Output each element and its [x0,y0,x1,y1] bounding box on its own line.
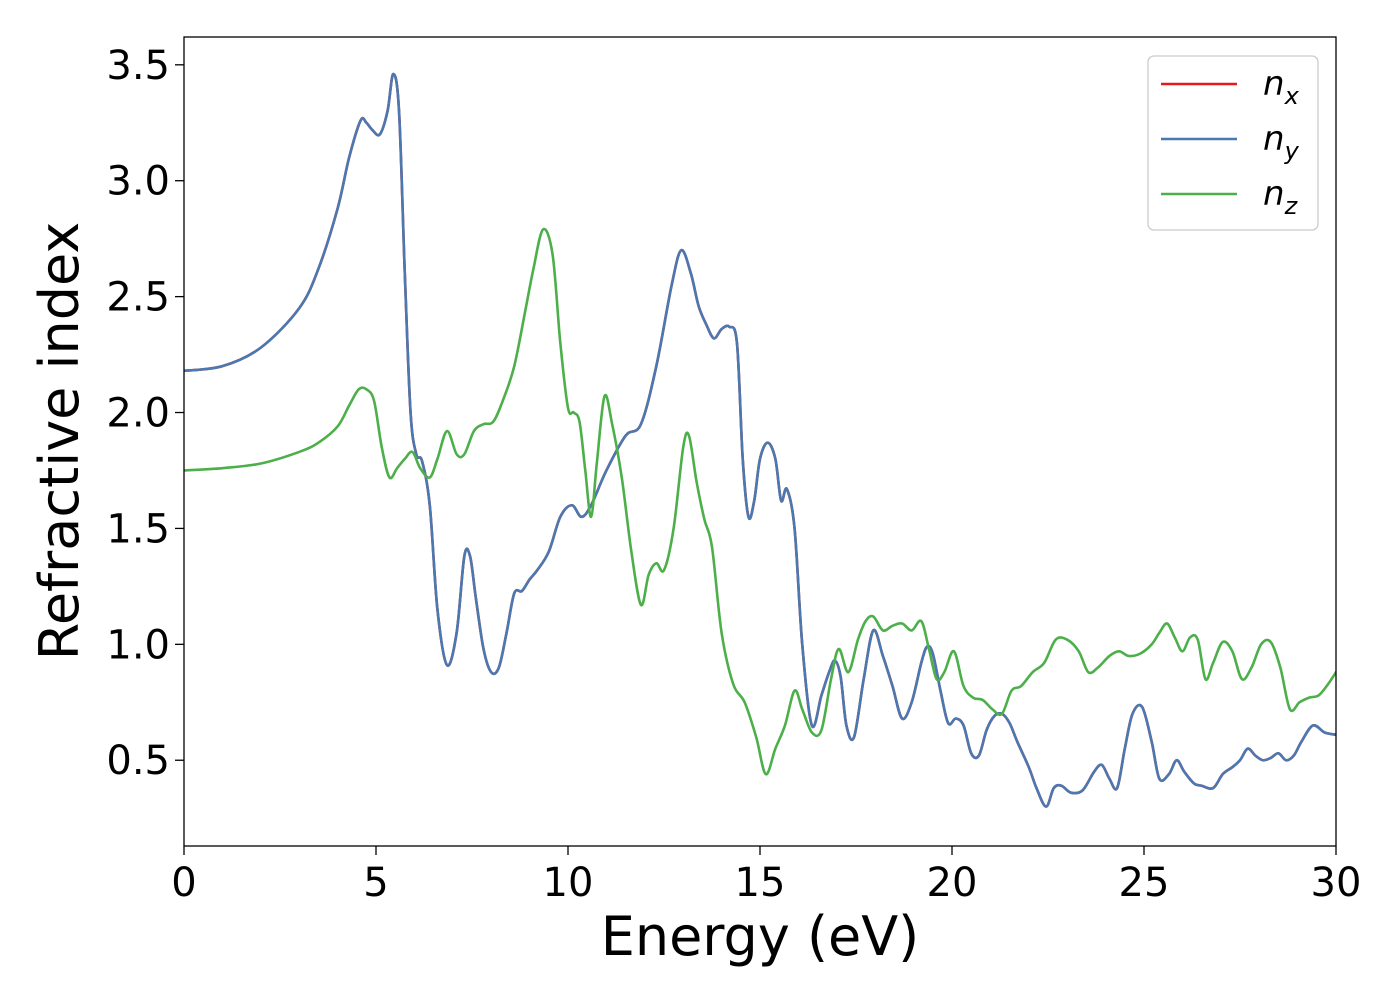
legend-label-n-y: ny [1263,119,1300,165]
y-tick-label: 3.5 [106,43,170,89]
x-tick-label: 15 [735,860,786,906]
y-tick-label: 1.0 [106,622,170,668]
legend-label-sub: z [1284,192,1299,220]
x-tick-label: 5 [363,860,388,906]
y-axis-label: Refractive index [28,222,91,661]
series-line-n-z [184,227,1336,776]
legend-label-sub: y [1284,137,1300,165]
legend-label-n-x: nx [1263,64,1300,110]
legend-label-sub: x [1284,82,1300,110]
x-axis: 0 5 10 15 20 25 30 [171,846,1361,906]
x-tick-label: 0 [171,860,196,906]
y-tick-label: 2.0 [106,391,170,437]
x-tick-label: 30 [1311,860,1362,906]
y-tick-label: 2.5 [106,275,170,321]
x-tick-label: 20 [927,860,978,906]
x-tick-label: 10 [543,860,594,906]
legend-label-main: n [1263,64,1285,104]
y-axis: 0.5 1.0 1.5 2.0 2.5 3.0 3.5 [106,43,184,784]
x-axis-label: Energy (eV) [601,905,920,968]
x-tick-label: 25 [1119,860,1170,906]
legend-label-n-z: nz [1263,174,1299,220]
legend-label-main: n [1263,174,1285,214]
legend-box [1147,55,1319,231]
y-tick-label: 1.5 [106,506,170,552]
y-tick-label: 0.5 [106,738,170,784]
y-tick-label: 3.0 [106,159,170,205]
series-layer [184,72,1336,808]
legend-label-main: n [1263,119,1285,159]
series-line-n-y [184,72,1336,808]
